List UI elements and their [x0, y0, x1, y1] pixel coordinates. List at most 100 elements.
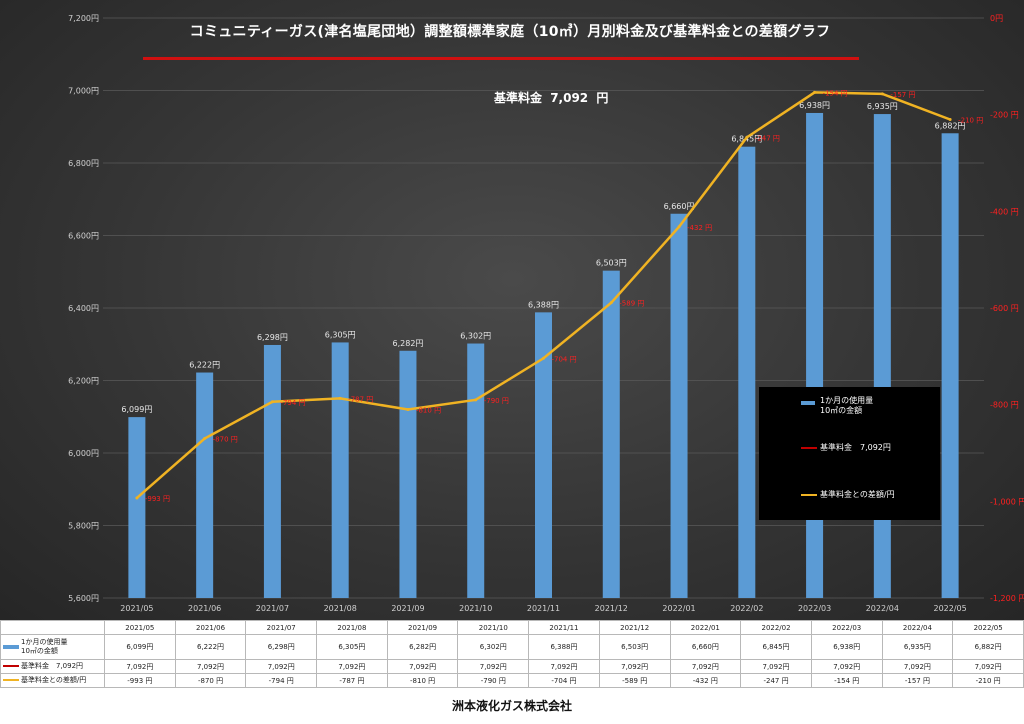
table-cell: -589 円	[598, 673, 671, 688]
red-line-swatch-icon	[801, 447, 817, 449]
difference-point	[338, 396, 342, 400]
table-corner	[0, 620, 105, 635]
bar-data-label: 6,882円	[935, 121, 966, 130]
yellow-line-swatch-icon	[3, 679, 19, 682]
table-cell: 7,092円	[528, 659, 600, 674]
table-header-cell: 2022/04	[881, 620, 954, 635]
y-tick-label-right: 0円	[990, 14, 1003, 23]
difference-data-label: -432 円	[687, 224, 712, 232]
table-header-row: 2021/05 2021/06 2021/07 2021/08 2021/09 2021/…	[0, 620, 1024, 635]
table-cell: -704 円	[528, 673, 600, 688]
y-tick-label-right: -1,200 円	[990, 594, 1024, 603]
y-tick-label-left: 6,000円	[68, 449, 99, 458]
table-cell: 7,092円	[669, 659, 742, 674]
base-price-label: 基準料金	[494, 91, 543, 105]
difference-point	[813, 90, 817, 94]
bar-data-label: 6,282円	[393, 339, 424, 348]
table-cell: -210 円	[952, 673, 1024, 688]
table-cell: 6,938円	[810, 634, 883, 660]
table-cell: 7,092円	[457, 659, 530, 674]
bar-data-label: 6,660円	[664, 202, 695, 211]
table-header-cell: 2021/10	[457, 620, 530, 635]
table-header-cell: 2021/12	[598, 620, 671, 635]
difference-point	[474, 398, 478, 402]
difference-point	[203, 437, 207, 440]
y-tick-label-right: -600 円	[990, 304, 1019, 313]
bar	[399, 350, 417, 598]
difference-point	[542, 356, 545, 360]
table-cell: 7,092円	[104, 659, 176, 674]
table-cell: 6,305円	[316, 634, 388, 660]
y-tick-label-left: 7,200円	[68, 14, 99, 23]
table-cell: -432 円	[669, 673, 742, 688]
table-cell: 7,092円	[316, 659, 388, 674]
difference-data-label: -870 円	[213, 436, 238, 444]
table-cell: 6,845円	[740, 634, 812, 660]
difference-data-label: -704 円	[552, 355, 577, 363]
difference-data-label: -210 円	[958, 117, 983, 125]
row-label-text: 1か月の使用量 10㎥の金額	[21, 638, 68, 655]
y-tick-label-left: 6,600円	[68, 232, 99, 241]
bar	[873, 114, 891, 598]
bar	[263, 344, 281, 598]
bar	[467, 343, 485, 598]
x-tick-label: 2022/02	[730, 604, 763, 613]
difference-point	[135, 496, 139, 500]
table-cell: 6,935円	[881, 634, 954, 660]
table-row-label: 1か月の使用量 10㎥の金額	[0, 634, 105, 660]
table-cell: -810 円	[386, 673, 459, 688]
bar-data-label: 6,298円	[257, 333, 288, 342]
table-row-label: 基準料金 7,092円	[0, 659, 105, 674]
table-header-cell: 2021/08	[316, 620, 388, 635]
table-header-cell: 2021/06	[174, 620, 247, 635]
bar-swatch-icon	[801, 401, 815, 405]
bar-data-label: 6,302円	[460, 332, 491, 341]
table-cell: -870 円	[174, 673, 247, 688]
bar	[738, 146, 756, 598]
x-tick-label: 2021/09	[391, 604, 424, 613]
bar-data-label: 6,935円	[867, 102, 898, 111]
table-row: 基準料金 7,092円 7,092円 7,092円 7,092円 7,092円 7,092…	[0, 659, 1024, 674]
x-tick-label: 2021/06	[188, 604, 221, 613]
bar	[806, 112, 824, 598]
x-tick-label: 2022/03	[798, 604, 831, 613]
legend: 1か月の使用量 10㎥の金額 基準料金 7,092円 基準料金との差額/円	[759, 387, 940, 520]
table-cell: 7,092円	[952, 659, 1024, 674]
y-tick-label-left: 6,200円	[68, 377, 99, 386]
bar	[602, 270, 620, 598]
table-header-cell: 2022/03	[810, 620, 883, 635]
difference-point	[609, 301, 613, 305]
table-header-cell: 2021/05	[104, 620, 176, 635]
difference-point	[745, 135, 749, 139]
x-tick-label: 2022/04	[866, 604, 899, 613]
bar	[535, 312, 552, 598]
yellow-line-swatch-icon	[801, 494, 817, 496]
table-cell: 6,282円	[386, 634, 459, 660]
chart-title: コミュニティーガス(津名塩尾団地）調整額標準家庭（10㎥）月別料金及び基準料金と…	[189, 24, 831, 40]
y-tick-label-right: -800 円	[990, 401, 1019, 410]
table-row: 1か月の使用量 10㎥の金額 6,099円 6,222円 6,298円 6,305円 6,…	[0, 634, 1024, 660]
x-tick-label: 2021/10	[459, 604, 492, 613]
table-cell: 7,092円	[740, 659, 812, 674]
table-cell: 6,222円	[174, 634, 247, 660]
y-tick-label-left: 7,000円	[68, 87, 99, 96]
table-header-cell: 2022/02	[740, 620, 812, 635]
x-tick-label: 2022/01	[662, 604, 695, 613]
difference-point	[270, 400, 274, 404]
x-tick-label: 2021/05	[120, 604, 153, 613]
table-cell: 7,092円	[386, 659, 459, 674]
difference-data-label: -810 円	[416, 407, 441, 415]
row-label-text: 基準料金との差額/円	[21, 675, 87, 684]
bar-data-label: 6,388円	[528, 300, 559, 309]
row-label-text: 基準料金 7,092円	[21, 661, 84, 670]
difference-point	[677, 225, 681, 229]
table-cell: -154 円	[810, 673, 883, 688]
difference-data-label: -154 円	[823, 89, 848, 97]
table-cell: -993 円	[104, 673, 176, 688]
base-price-value: 7,092	[550, 91, 589, 105]
table-header-cell: 2022/05	[952, 620, 1024, 635]
table-cell: 6,503円	[598, 634, 671, 660]
bar	[941, 133, 959, 598]
y-tick-label-left: 6,800円	[68, 159, 99, 168]
difference-data-label: -589 円	[619, 300, 644, 308]
